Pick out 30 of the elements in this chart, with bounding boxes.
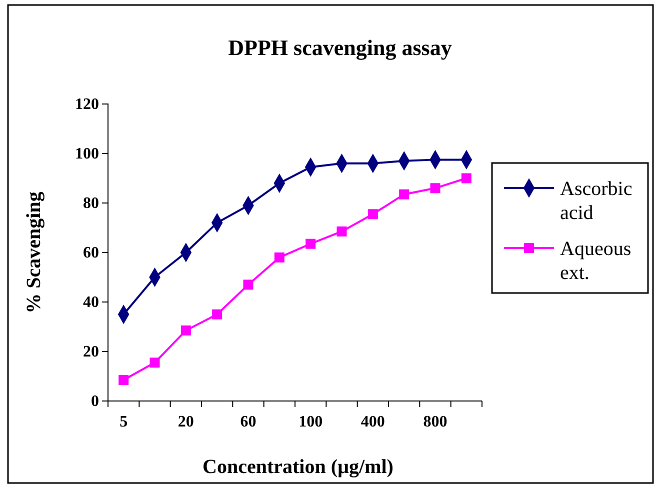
point (150, 358, 160, 368)
x-tick-label: 100 (298, 413, 323, 430)
point (180, 325, 191, 336)
y-tick-label: 40 (83, 294, 99, 312)
y-tick-label: 120 (75, 96, 99, 114)
point (399, 189, 410, 200)
point (336, 226, 347, 236)
x-tick-label: 800 (423, 413, 448, 430)
x-tick-label: 5 (120, 413, 128, 430)
x-axis-title: Concentration (µg/ml) (202, 456, 394, 478)
y-tick-label: 0 (91, 393, 99, 410)
chart-title: DPPH scavenging assay (228, 35, 452, 60)
x-tick-label: 400 (360, 413, 385, 430)
point (430, 183, 440, 194)
y-tick-label: 100 (75, 146, 99, 163)
point (212, 309, 222, 320)
legend-label: Aqueous ext. (560, 238, 632, 284)
y-tick-label: 80 (83, 195, 99, 212)
point (306, 238, 316, 249)
x-tick-label: 60 (240, 413, 256, 430)
point (118, 374, 129, 385)
y-tick-label: 20 (83, 344, 99, 361)
legend-label: Ascorbic acid (560, 178, 632, 224)
point (461, 173, 472, 184)
point (274, 252, 284, 262)
x-tick-label: 20 (178, 413, 194, 430)
y-tick-label: 60 (83, 244, 99, 262)
y-axis-title: % Scavenging (23, 192, 45, 314)
point (243, 280, 254, 290)
point (368, 209, 378, 220)
